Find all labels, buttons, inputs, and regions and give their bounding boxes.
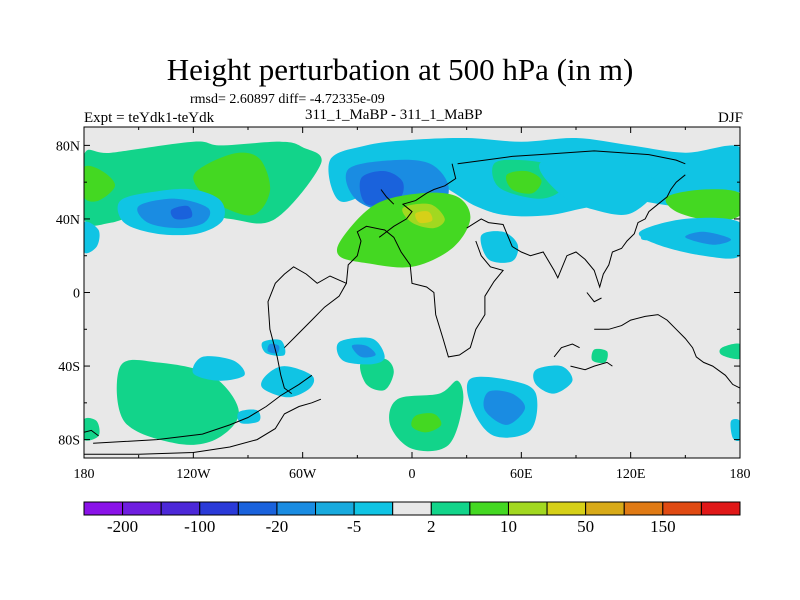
rmsd-label: rmsd= 2.60897 diff= -4.72335e-09 [190, 92, 385, 107]
colorbar-box [623, 501, 664, 516]
axis-ticks [83, 127, 741, 458]
x-tick-label: 180 [74, 467, 95, 482]
colorbar [83, 501, 741, 516]
case-label: 311_1_MaBP - 311_1_MaBP [305, 107, 483, 123]
colorbar-box [353, 501, 394, 516]
coastline [84, 150, 740, 455]
experiment-label: Expt = teYdk1-teYdk [84, 110, 215, 126]
contour-green-south-atlantic-west [116, 359, 239, 445]
coastline-segment-9 [570, 361, 613, 371]
colorbar-label: -20 [266, 517, 289, 536]
colorbar-box [199, 501, 239, 516]
colorbar-label: -100 [184, 517, 215, 536]
coastline-segment-0 [84, 398, 322, 455]
y-tick-label: 80S [58, 434, 80, 449]
colorbar-label: 10 [500, 517, 517, 536]
contour-green-west-edge [84, 165, 116, 202]
contour-fills [84, 137, 740, 452]
contour-lime-south-central [411, 413, 442, 433]
coastline-segment-10 [586, 292, 602, 303]
coastline-segment-8 [553, 343, 580, 358]
colorbar-box [237, 501, 278, 516]
colorbar-box [469, 501, 509, 516]
colorbar-label: -5 [347, 517, 361, 536]
contour-blue-south-small [267, 343, 280, 354]
contour-cyan-south-indian [533, 365, 573, 394]
colorbar-box [276, 501, 317, 516]
contour-cyan-south-pacific [192, 356, 245, 381]
contour-green-south-west-edge [84, 417, 100, 441]
contour-green-east-edge-small [719, 343, 740, 360]
colorbar-box [122, 501, 162, 516]
contour-cyan-south-american [261, 366, 315, 398]
contour-green-south-east [359, 358, 394, 391]
colorbar-box [392, 501, 432, 516]
colorbar-label: -200 [107, 517, 138, 536]
y-tick-label: 40N [56, 213, 80, 228]
y-tick-label: 0 [73, 287, 80, 302]
chart-title: Height perturbation at 500 hPa (in m) [166, 52, 634, 87]
colorbar-label: 150 [650, 517, 676, 536]
coastline-segment-1 [93, 374, 313, 444]
contour-green-north-east-edge [665, 189, 740, 221]
coastline-segment-4 [378, 163, 457, 238]
contour-yellow-europe-center [415, 211, 433, 224]
contour-green-north-russia-spot [505, 170, 542, 194]
y-tick-label: 40S [58, 360, 80, 375]
x-tick-label: 120E [616, 467, 646, 482]
contour-blue-north-center [359, 171, 404, 206]
contour-blue-east-core [685, 231, 732, 245]
x-tick-label: 0 [409, 467, 416, 482]
coastline-segment-3 [345, 225, 504, 358]
colorbar-labels: -200 -100 -20 -5 2 10 50 150 [107, 517, 676, 536]
season-label: DJF [717, 110, 743, 126]
x-tick-label: 120W [176, 467, 211, 482]
x-tick-label: 60E [510, 467, 533, 482]
contour-blue-south-sa-core [351, 344, 376, 358]
y-tick-label: 80N [56, 139, 80, 154]
colorbar-box [546, 501, 587, 516]
coastline-segment-12 [380, 189, 395, 205]
coastline-segment-2 [267, 266, 348, 394]
colorbar-box [700, 501, 741, 516]
coastline-segment-11 [84, 429, 99, 437]
x-tick-label: 180 [730, 467, 751, 482]
contour-cyan-east-pacific-small [640, 229, 657, 241]
colorbar-box [585, 501, 625, 516]
colorbar-box [507, 501, 548, 516]
axis-tick-labels: 180 120W 60W 0 60E 120E 180 80N 40N 0 40S 80S [56, 139, 751, 482]
colorbar-label: 50 [577, 517, 594, 536]
colorbar-label: 2 [427, 517, 436, 536]
contour-cyan-west-edge-small [84, 221, 100, 254]
colorbar-box [160, 501, 201, 516]
contour-cyan-east-edge-south [730, 419, 740, 442]
coastline-segment-5 [457, 150, 686, 165]
colorbar-box [315, 501, 355, 516]
coastline-segment-7 [594, 314, 740, 389]
contour-green-south-indian-small [591, 348, 608, 364]
x-tick-label: 60W [289, 467, 317, 482]
colorbar-box [430, 501, 471, 516]
colorbar-box [83, 501, 124, 516]
colorbar-box [662, 501, 702, 516]
contour-blue-pacific-low-center [170, 205, 193, 220]
contour-blue-south-atlantic-core [483, 390, 526, 425]
coastline-segment-6 [466, 174, 686, 289]
contour-cyan-north-pacific-east [538, 154, 658, 215]
